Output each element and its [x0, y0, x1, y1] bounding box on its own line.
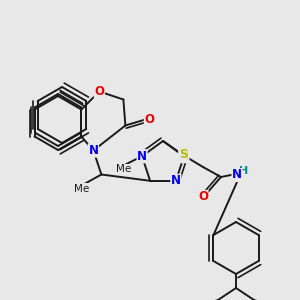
- Text: N: N: [171, 174, 181, 187]
- Text: O: O: [198, 190, 208, 203]
- Text: N: N: [179, 150, 189, 163]
- Text: S: S: [179, 148, 187, 161]
- Text: N: N: [137, 150, 147, 163]
- Text: Me: Me: [116, 164, 132, 174]
- Text: N: N: [88, 144, 98, 157]
- Text: H: H: [239, 166, 249, 176]
- Text: N: N: [232, 169, 242, 182]
- Text: Me: Me: [74, 184, 89, 194]
- Text: O: O: [94, 85, 104, 98]
- Text: O: O: [144, 113, 154, 126]
